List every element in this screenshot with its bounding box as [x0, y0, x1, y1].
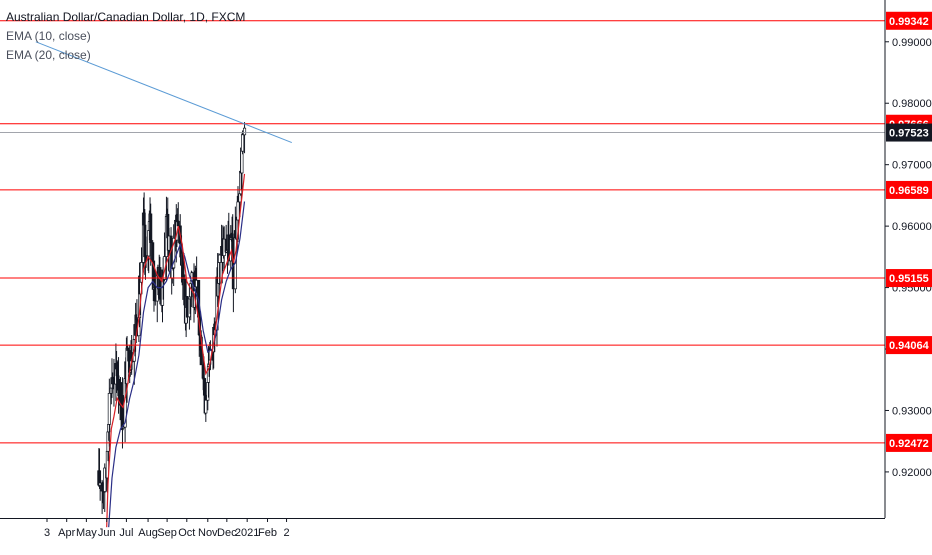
x-tick-label: Dec — [217, 527, 237, 539]
y-tick-label: 0.99000 — [892, 37, 932, 49]
x-tick-label: Jun — [98, 527, 116, 539]
candle-body — [218, 254, 222, 263]
levels-layer — [0, 20, 885, 444]
level-label-text: 0.95155 — [889, 273, 929, 285]
level-label-bg — [886, 180, 932, 199]
level-label-bg — [886, 269, 932, 288]
candle-body — [236, 201, 240, 221]
last-price-label-text: 0.97523 — [889, 128, 929, 140]
last-price-label-bg — [886, 123, 932, 142]
candle-body — [241, 134, 245, 152]
x-tick-label: Nov — [198, 527, 218, 539]
x-tick-label: 3 — [44, 527, 50, 539]
x-tick-label: Sep — [157, 527, 177, 539]
level-price-label: 0.94064 — [886, 336, 932, 355]
price-labels-layer: 0.993420.976660.965890.951550.940640.924… — [886, 11, 932, 452]
level-price-label: 0.92472 — [886, 433, 932, 452]
candle — [241, 130, 245, 155]
level-price-label: 0.95155 — [886, 269, 932, 288]
x-tick-label: Oct — [178, 527, 195, 539]
candle-body — [240, 150, 244, 174]
y-tick-label: 0.93000 — [892, 405, 932, 417]
legend-ema-10[interactable]: EMA (10, close) — [6, 29, 91, 43]
candle-body — [158, 267, 162, 300]
x-tick-label: Apr — [58, 527, 75, 539]
indicator-lines-layer — [35, 41, 292, 528]
x-tick-label: 2 — [283, 527, 289, 539]
trendline — [35, 41, 292, 144]
last-price-label: 0.97523 — [886, 123, 932, 142]
level-label-text: 0.99342 — [889, 16, 929, 28]
legend-ema-20[interactable]: EMA (20, close) — [6, 48, 91, 62]
chart-legend: Australian Dollar/Canadian Dollar, 1D, F… — [6, 8, 245, 65]
x-tick-label: May — [76, 527, 97, 539]
candle-body — [176, 220, 180, 227]
candle — [172, 224, 176, 287]
candle-body — [103, 467, 107, 492]
candle-body — [204, 399, 208, 414]
level-label-bg — [886, 11, 932, 30]
x-tick-label: Aug — [138, 527, 158, 539]
candle — [149, 203, 153, 266]
candle — [176, 202, 180, 243]
candle — [126, 345, 130, 362]
candle — [103, 463, 107, 513]
level-label-text: 0.92472 — [889, 438, 929, 450]
candle — [116, 357, 121, 414]
candles-layer — [97, 122, 247, 515]
candle-body — [116, 379, 121, 391]
candle — [242, 122, 247, 154]
candle-body — [126, 347, 130, 351]
level-label-bg — [886, 336, 932, 355]
level-label-text: 0.96589 — [889, 185, 929, 197]
candle-body — [242, 127, 247, 136]
level-label-text: 0.94064 — [889, 340, 930, 352]
candle-body — [107, 393, 111, 425]
ema-20-line — [108, 201, 246, 528]
candle — [107, 378, 111, 447]
x-tick-label: Feb — [258, 527, 277, 539]
chart-title: Australian Dollar/Canadian Dollar, 1D, F… — [6, 10, 246, 24]
x-tick-label: Jul — [119, 527, 133, 539]
level-price-label: 0.96589 — [886, 180, 932, 199]
candle-body — [172, 237, 176, 269]
level-label-bg — [886, 433, 932, 452]
candle — [204, 398, 208, 422]
candle-body — [149, 213, 153, 243]
x-tick-label: 2021 — [235, 527, 259, 539]
y-tick-label: 0.92000 — [892, 467, 932, 479]
y-tick-label: 0.97000 — [892, 160, 932, 172]
level-price-label: 0.99342 — [886, 11, 932, 30]
y-tick-label: 0.96000 — [892, 221, 932, 233]
ema-10-line — [106, 173, 246, 528]
y-tick-label: 0.98000 — [892, 98, 932, 110]
